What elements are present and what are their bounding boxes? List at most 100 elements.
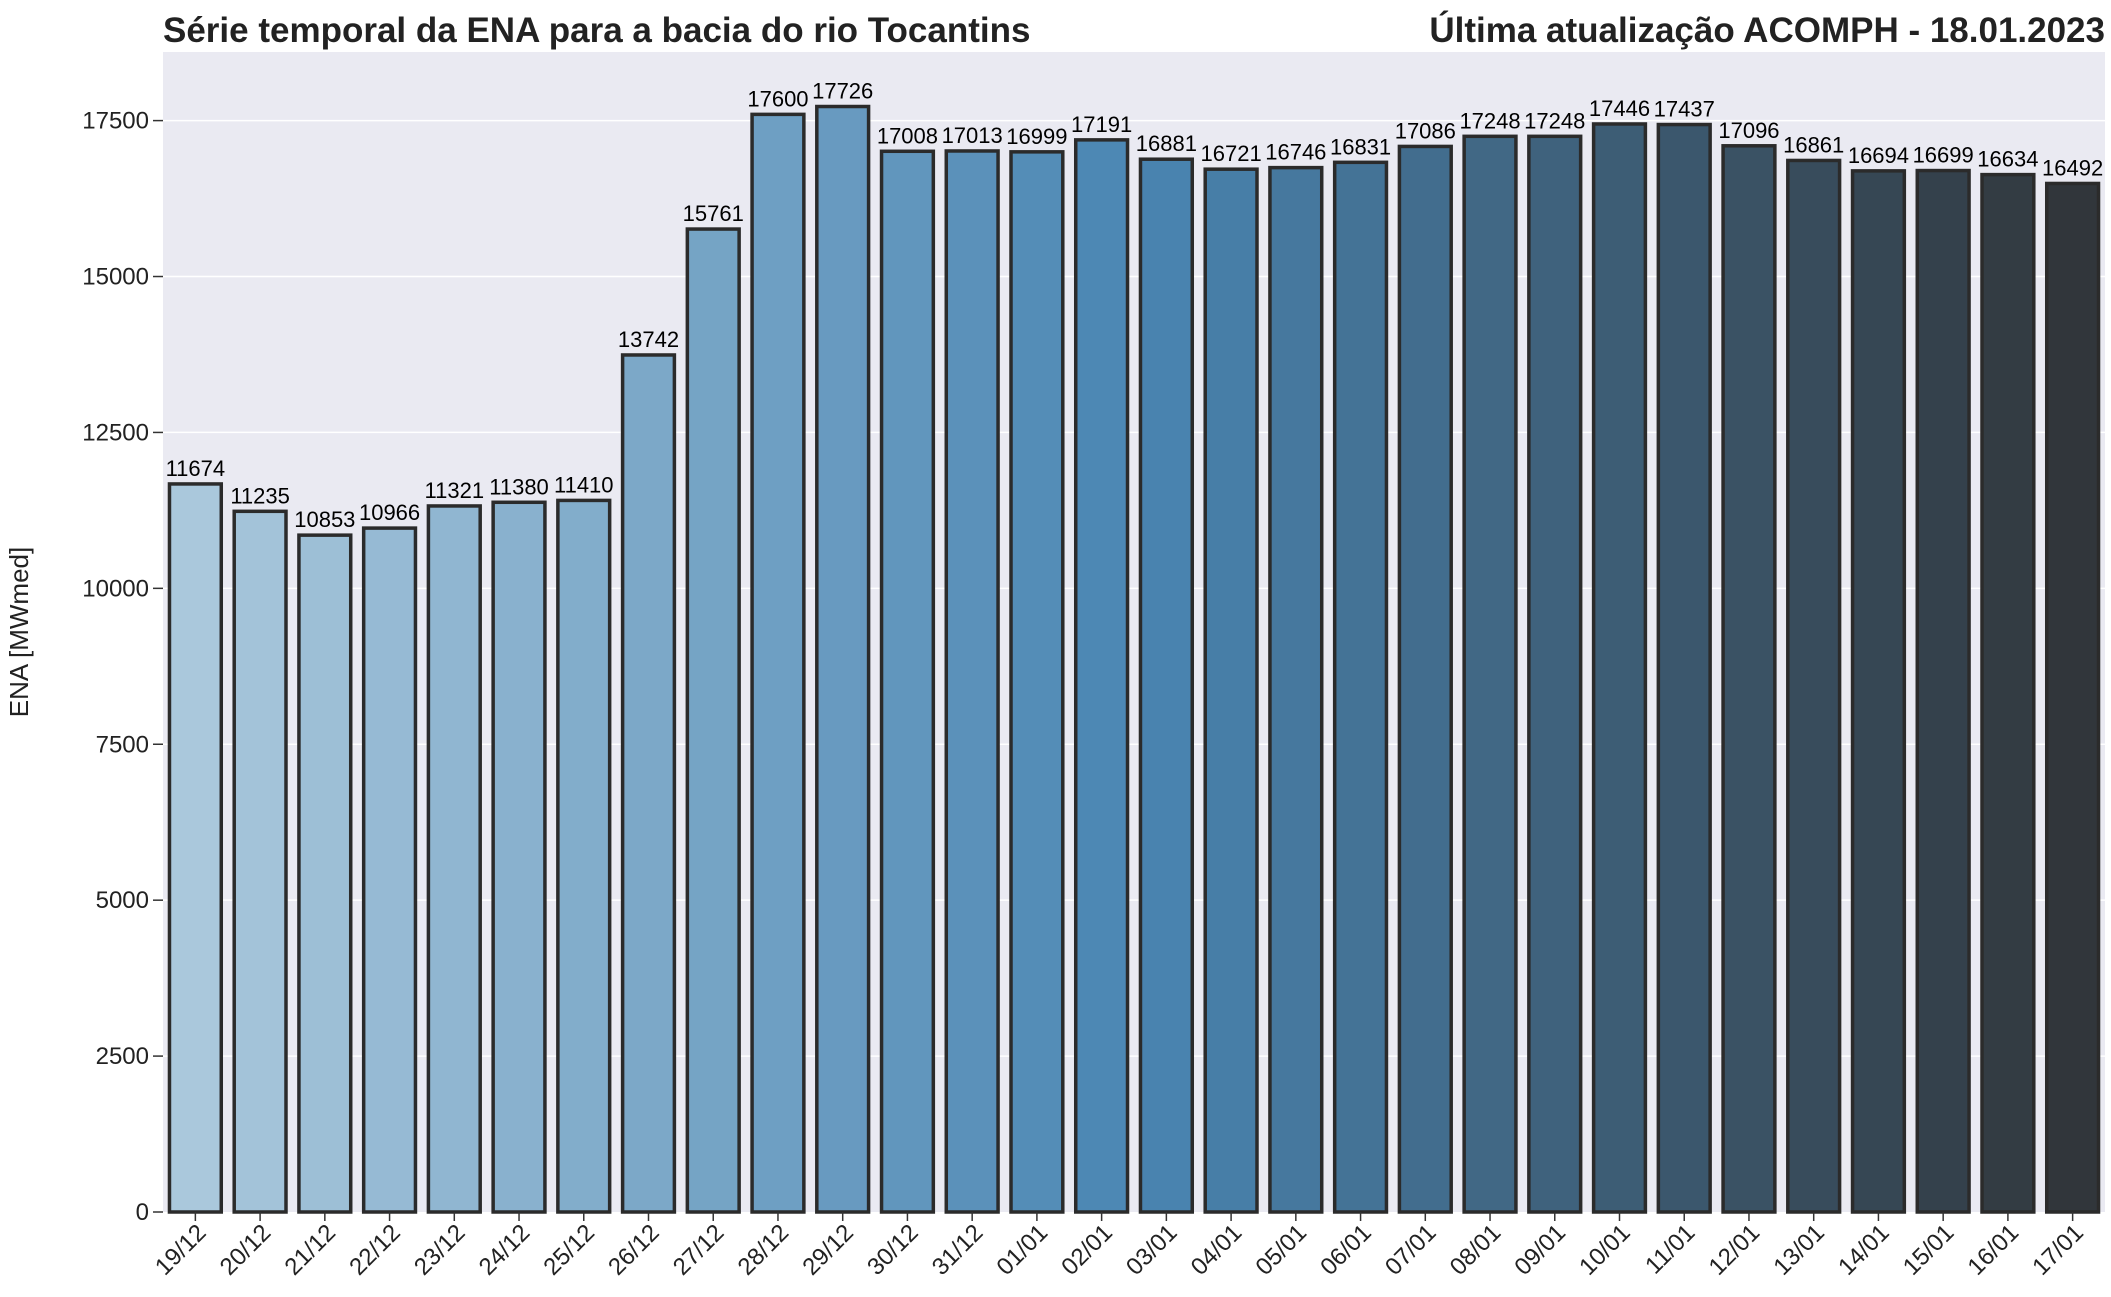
bar xyxy=(1527,134,1583,1214)
x-tick-label: 05/01 xyxy=(1251,1219,1313,1281)
data-label: 11235 xyxy=(230,483,290,508)
bar xyxy=(1462,134,1518,1214)
data-label: 16699 xyxy=(1913,143,1974,168)
x-tick-label: 22/12 xyxy=(344,1219,406,1281)
data-label: 16831 xyxy=(1330,134,1391,159)
y-tick-label: 5000 xyxy=(96,887,149,914)
bar xyxy=(944,149,1000,1214)
x-tick-label: 26/12 xyxy=(603,1219,665,1281)
bar xyxy=(1332,160,1389,1214)
x-tick-label: 10/01 xyxy=(1574,1219,1636,1281)
x-tick-label: 06/01 xyxy=(1315,1219,1377,1281)
x-tick-label: 16/01 xyxy=(1963,1219,2025,1281)
x-tick-label: 19/12 xyxy=(150,1219,212,1281)
data-label: 11380 xyxy=(489,474,549,499)
x-tick-label: 24/12 xyxy=(474,1219,536,1281)
gridlines xyxy=(163,119,2105,1057)
data-label: 15761 xyxy=(683,201,744,226)
data-label: 10853 xyxy=(294,507,355,532)
bar xyxy=(1850,169,1907,1214)
bar xyxy=(815,104,871,1214)
data-label: 16634 xyxy=(1977,147,2038,172)
bar xyxy=(1591,122,1648,1214)
bar xyxy=(297,533,353,1214)
x-tick-label: 23/12 xyxy=(409,1219,471,1281)
bar xyxy=(1009,150,1065,1214)
y-tick-label: 12500 xyxy=(82,419,149,446)
x-tick-label: 12/01 xyxy=(1704,1219,1766,1281)
x-tick-label: 03/01 xyxy=(1121,1219,1183,1281)
bar xyxy=(2044,181,2101,1214)
x-tick-label: 25/12 xyxy=(538,1219,600,1281)
bar xyxy=(1073,138,1130,1214)
data-label: 17726 xyxy=(812,79,873,104)
bar xyxy=(1138,157,1195,1214)
x-tick-label: 15/01 xyxy=(1898,1219,1960,1281)
bar xyxy=(1915,168,1971,1214)
data-label: 11410 xyxy=(554,472,614,497)
x-tick-label: 28/12 xyxy=(733,1219,795,1281)
data-label: 11321 xyxy=(425,478,485,503)
bar xyxy=(491,500,547,1214)
bar xyxy=(620,353,677,1214)
x-tick-label: 20/12 xyxy=(215,1219,277,1281)
bar xyxy=(1203,167,1259,1214)
data-label: 16492 xyxy=(2042,155,2103,180)
bar xyxy=(556,498,612,1214)
x-tick-label: 29/12 xyxy=(797,1219,859,1281)
y-axis-label: ENA [MWmed] xyxy=(4,547,34,717)
data-label: 17096 xyxy=(1718,118,1779,143)
data-label: 17191 xyxy=(1071,112,1132,137)
x-tick-label: 01/01 xyxy=(992,1219,1054,1281)
data-label: 10966 xyxy=(359,500,420,525)
y-tick-label: 17500 xyxy=(82,108,149,135)
data-label: 17008 xyxy=(877,123,938,148)
bars-group xyxy=(167,104,2101,1214)
bar xyxy=(167,482,224,1214)
data-label: 16746 xyxy=(1265,140,1326,165)
x-tick-label: 07/01 xyxy=(1380,1219,1442,1281)
bar xyxy=(426,504,482,1214)
y-tick-label: 2500 xyxy=(96,1043,149,1070)
chart-title: Série temporal da ENA para a bacia do ri… xyxy=(163,11,1030,50)
data-label: 16694 xyxy=(1848,143,1909,168)
data-label: 13742 xyxy=(618,327,679,352)
y-axis-ticks: 0 2500 5000 7500 10000 12500 15000 17500 xyxy=(82,108,163,1226)
data-label: 11674 xyxy=(166,456,226,481)
data-label: 17248 xyxy=(1524,108,1585,133)
plot-background xyxy=(163,52,2105,1212)
bar xyxy=(750,112,806,1214)
bar xyxy=(1268,165,1324,1214)
bar xyxy=(1721,144,1777,1214)
x-tick-label: 21/12 xyxy=(280,1219,342,1281)
x-tick-label: 27/12 xyxy=(668,1219,730,1281)
chart-subtitle: Última atualização ACOMPH - 18.01.2023 xyxy=(1429,10,2105,50)
data-label: 17086 xyxy=(1395,118,1456,143)
bar xyxy=(1786,158,1842,1214)
bar xyxy=(1397,144,1453,1214)
x-tick-label: 08/01 xyxy=(1445,1219,1507,1281)
data-label: 16999 xyxy=(1006,124,1067,149)
y-tick-label: 7500 xyxy=(96,731,149,758)
bar xyxy=(685,227,741,1214)
bar xyxy=(361,526,418,1214)
data-label: 16721 xyxy=(1201,141,1262,166)
x-tick-label: 02/01 xyxy=(1056,1219,1118,1281)
bar xyxy=(879,149,936,1214)
y-tick-label: 15000 xyxy=(82,264,149,291)
data-label: 17013 xyxy=(942,123,1003,148)
y-tick-label: 0 xyxy=(136,1199,149,1226)
data-label: 16861 xyxy=(1783,132,1844,157)
bar xyxy=(1656,122,1712,1214)
x-axis-ticks: 19/12 20/12 21/12 22/12 23/12 24/12 25/12 26/12… xyxy=(150,1212,2089,1281)
x-tick-label: 30/12 xyxy=(862,1219,924,1281)
x-tick-label: 31/12 xyxy=(927,1219,989,1281)
data-label: 17248 xyxy=(1459,108,1520,133)
x-tick-label: 17/01 xyxy=(2027,1219,2089,1281)
bar xyxy=(232,509,288,1214)
data-label: 16881 xyxy=(1136,131,1197,156)
x-tick-label: 04/01 xyxy=(1186,1219,1248,1281)
data-label: 17600 xyxy=(747,86,808,111)
